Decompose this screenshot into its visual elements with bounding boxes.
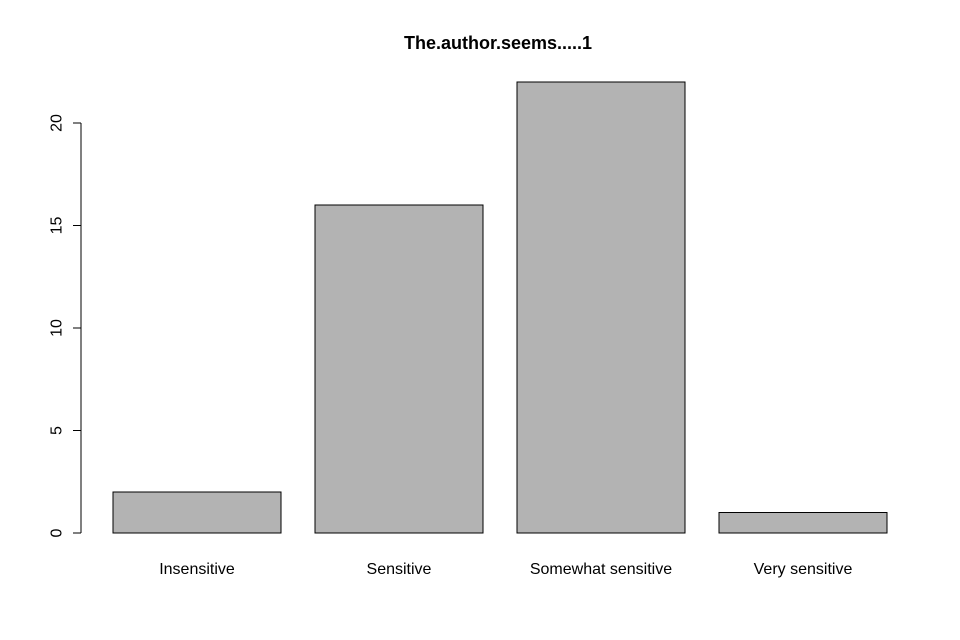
x-tick-label-somewhat-sensitive: Somewhat sensitive [530, 561, 672, 578]
y-tick-label-10: 10 [49, 319, 66, 337]
bar-somewhat-sensitive [516, 81, 686, 534]
x-tick-label-insensitive: Insensitive [159, 561, 235, 578]
x-tick-labels: Insensitive Sensitive Somewhat sensitive Ve… [159, 561, 852, 578]
bar-very-sensitive [718, 512, 888, 534]
bar-insensitive [112, 491, 282, 534]
y-tick-label-20: 20 [49, 114, 66, 132]
x-tick-label-very-sensitive: Very sensitive [754, 561, 853, 578]
y-axis: 0 5 10 15 20 [49, 114, 82, 537]
y-tick-label-15: 15 [49, 217, 66, 235]
bar-sensitive [314, 204, 484, 534]
y-tick-label-0: 0 [49, 528, 66, 537]
x-tick-label-sensitive: Sensitive [367, 561, 432, 578]
chart-title: The.author.seems.....1 [404, 33, 592, 53]
bars-group [112, 81, 888, 534]
y-tick-label-5: 5 [49, 426, 66, 435]
